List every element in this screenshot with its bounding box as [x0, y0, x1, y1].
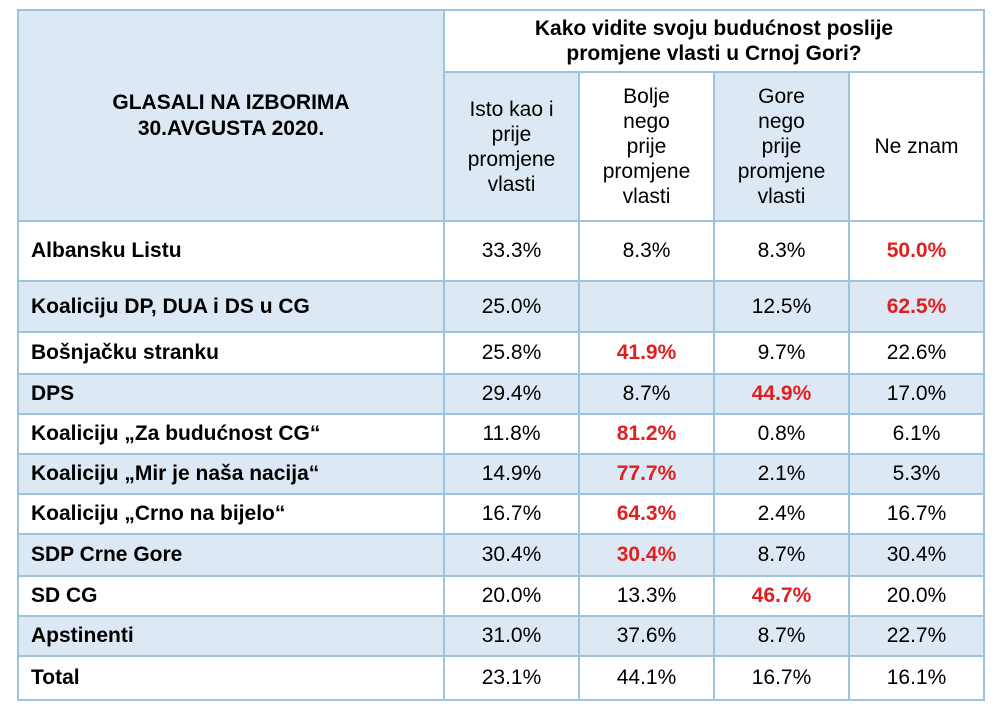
highlighted-value-cell: 77.7%: [578, 453, 715, 495]
table-row: Koaliciju „Mir je naša nacija“ 14.9% 77.7%…: [17, 453, 985, 495]
table-row: SDP Crne Gore 30.4% 30.4% 8.7% 30.4%: [17, 533, 985, 577]
value-cell: 13.3%: [578, 575, 715, 617]
table-row: Apstinenti 31.0% 37.6% 8.7% 22.7%: [17, 615, 985, 657]
value-cell: 37.6%: [578, 615, 715, 657]
results-table: GLASALI NA IZBORIMA 30.AVGUSTA 2020. Kako…: [17, 9, 985, 701]
value-cell: [578, 280, 715, 333]
row-label: Koaliciju „Crno na bijelo“: [17, 493, 445, 535]
value-cell: 12.5%: [713, 280, 850, 333]
column-header: Gore nego prije promjene vlasti: [713, 71, 850, 222]
value-cell: 20.0%: [443, 575, 580, 617]
value-cell: 16.7%: [848, 493, 985, 535]
row-label: Koaliciju DP, DUA i DS u CG: [17, 280, 445, 333]
value-cell: 30.4%: [443, 533, 580, 577]
highlighted-value-cell: 64.3%: [578, 493, 715, 535]
value-cell: 25.0%: [443, 280, 580, 333]
table-body: Albansku Listu 33.3% 8.3% 8.3% 50.0% Koalicij…: [17, 220, 985, 701]
value-cell: 33.3%: [443, 220, 580, 282]
value-cell: 30.4%: [848, 533, 985, 577]
value-cell: 5.3%: [848, 453, 985, 495]
highlighted-value-cell: 81.2%: [578, 413, 715, 455]
column-header: Bolje nego prije promjene vlasti: [578, 71, 715, 222]
highlighted-value-cell: 62.5%: [848, 280, 985, 333]
value-cell: 31.0%: [443, 615, 580, 657]
row-label: Bošnjačku stranku: [17, 331, 445, 375]
value-cell: 16.7%: [443, 493, 580, 535]
value-cell: 23.1%: [443, 655, 580, 701]
value-cell: 14.9%: [443, 453, 580, 495]
value-cell: 6.1%: [848, 413, 985, 455]
value-cell: 8.7%: [713, 615, 850, 657]
row-header-title: GLASALI NA IZBORIMA 30.AVGUSTA 2020.: [17, 9, 445, 222]
table-row: Albansku Listu 33.3% 8.3% 8.3% 50.0%: [17, 220, 985, 282]
column-header: Isto kao i prije promjene vlasti: [443, 71, 580, 222]
row-label: SDP Crne Gore: [17, 533, 445, 577]
table-row: Total 23.1% 44.1% 16.7% 16.1%: [17, 655, 985, 701]
table-row: Koaliciju DP, DUA i DS u CG 25.0% 12.5% 62.…: [17, 280, 985, 333]
value-cell: 0.8%: [713, 413, 850, 455]
highlighted-value-cell: 46.7%: [713, 575, 850, 617]
question-header: Kako vidite svoju budućnost poslije prom…: [443, 9, 985, 73]
row-label: Koaliciju „Za budućnost CG“: [17, 413, 445, 455]
highlighted-value-cell: 50.0%: [848, 220, 985, 282]
value-cell: 20.0%: [848, 575, 985, 617]
value-cell: 29.4%: [443, 373, 580, 415]
table-row: Koaliciju „Za budućnost CG“ 11.8% 81.2% 0.8…: [17, 413, 985, 455]
row-label: Total: [17, 655, 445, 701]
value-cell: 2.4%: [713, 493, 850, 535]
row-label: SD CG: [17, 575, 445, 617]
highlighted-value-cell: 41.9%: [578, 331, 715, 375]
value-cell: 22.7%: [848, 615, 985, 657]
highlighted-value-cell: 30.4%: [578, 533, 715, 577]
value-cell: 16.1%: [848, 655, 985, 701]
value-cell: 8.7%: [713, 533, 850, 577]
value-cell: 8.3%: [713, 220, 850, 282]
value-cell: 16.7%: [713, 655, 850, 701]
table-row: SD CG 20.0% 13.3% 46.7% 20.0%: [17, 575, 985, 617]
value-cell: 9.7%: [713, 331, 850, 375]
question-text: Kako vidite svoju budućnost poslije prom…: [534, 17, 894, 65]
value-cell: 2.1%: [713, 453, 850, 495]
table-row: DPS 29.4% 8.7% 44.9% 17.0%: [17, 373, 985, 415]
value-cell: 44.1%: [578, 655, 715, 701]
column-header: Ne znam: [848, 71, 985, 222]
highlighted-value-cell: 44.9%: [713, 373, 850, 415]
value-cell: 25.8%: [443, 331, 580, 375]
value-cell: 11.8%: [443, 413, 580, 455]
value-cell: 8.3%: [578, 220, 715, 282]
value-cell: 22.6%: [848, 331, 985, 375]
row-label: Apstinenti: [17, 615, 445, 657]
table-row: Koaliciju „Crno na bijelo“ 16.7% 64.3% 2.4%…: [17, 493, 985, 535]
table-row: Bošnjačku stranku 25.8% 41.9% 9.7% 22.6%: [17, 331, 985, 375]
value-cell: 17.0%: [848, 373, 985, 415]
row-label: DPS: [17, 373, 445, 415]
row-label: Albansku Listu: [17, 220, 445, 282]
row-label: Koaliciju „Mir je naša nacija“: [17, 453, 445, 495]
value-cell: 8.7%: [578, 373, 715, 415]
